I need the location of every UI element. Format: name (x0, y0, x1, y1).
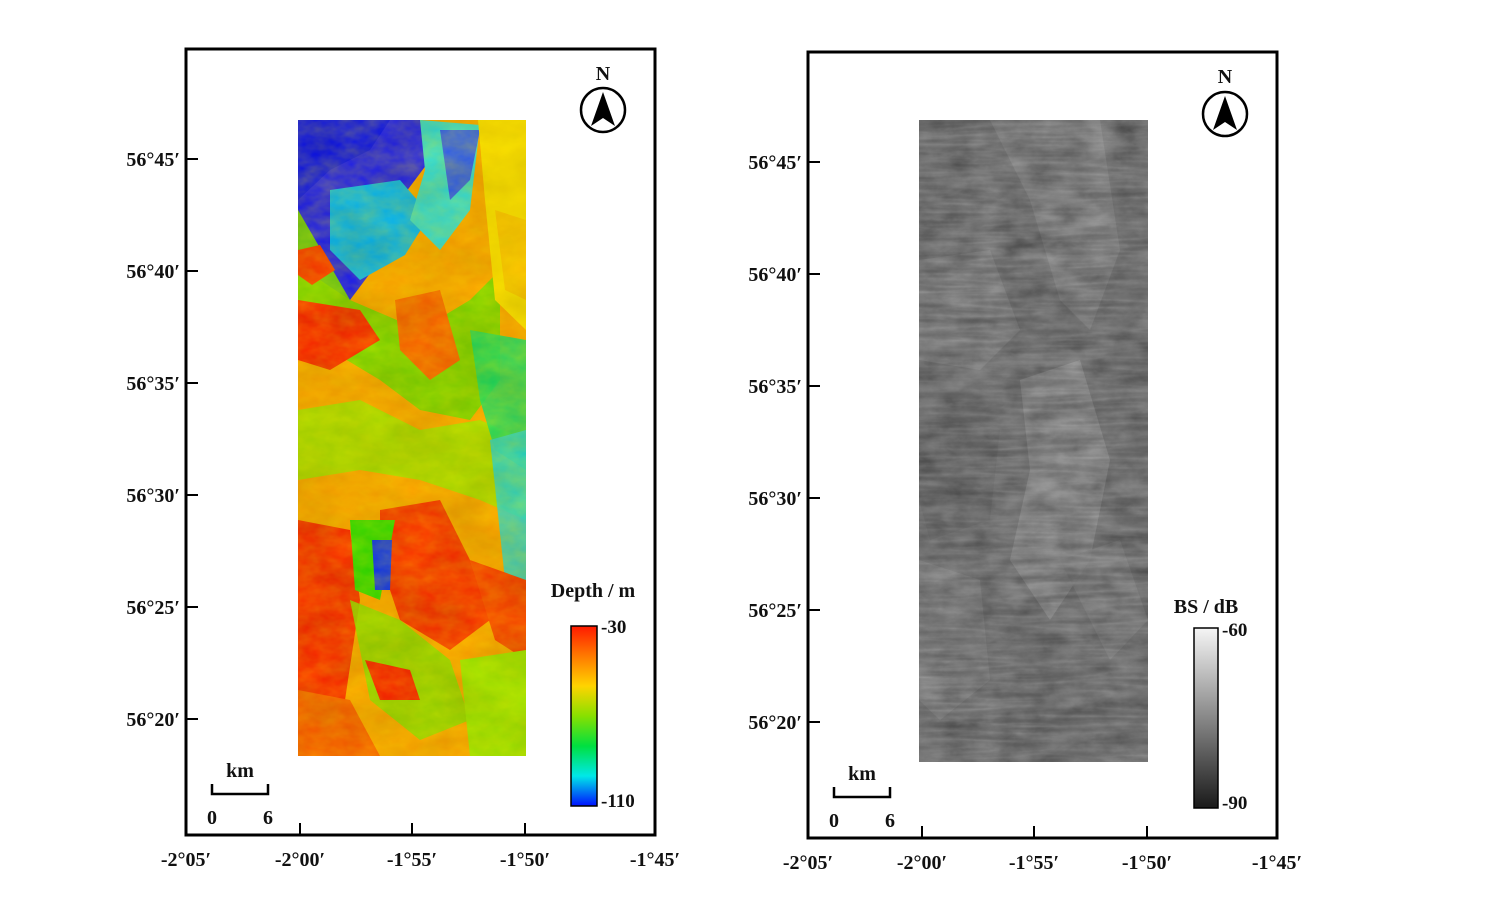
depth-colorbar: Depth / m -30 -110 (551, 580, 636, 812)
lat-tick-label: 56°25′ (748, 600, 802, 622)
north-label: N (1218, 66, 1233, 88)
north-arrow-icon: N (1201, 66, 1249, 138)
lat-tick-label: 56°30′ (126, 485, 180, 507)
lon-tick-label: -2°00′ (897, 852, 947, 874)
scale-end: 6 (263, 807, 273, 829)
scale-start: 0 (207, 807, 217, 829)
lat-tick-label: 56°40′ (748, 264, 802, 286)
backscatter-colorbar: BS / dB -60 -90 (1174, 596, 1248, 814)
bathymetry-raster (298, 120, 526, 756)
colorbar-max-label: -60 (1222, 620, 1247, 641)
scale-unit: km (226, 760, 254, 782)
scale-start: 0 (829, 810, 839, 832)
backscatter-map-panel: 56°45′ 56°40′ 56°35′ 56°30′ 56°25′ 56°20… (748, 50, 1302, 874)
bathymetry-map-panel: 56°45′ 56°40′ 56°35′ 56°30′ 56°25′ 56°20… (126, 47, 680, 871)
scale-bar: km 0 6 (829, 763, 895, 832)
colorbar-max-label: -30 (601, 617, 626, 638)
lat-tick-label: 56°20′ (126, 709, 180, 731)
lat-tick-label: 56°20′ (748, 712, 802, 734)
north-label: N (596, 63, 611, 85)
lon-axis-right (807, 826, 1278, 838)
scale-bar: km 0 6 (207, 760, 273, 829)
lat-tick-label: 56°30′ (748, 488, 802, 510)
lon-tick-label: -1°50′ (500, 849, 550, 871)
lon-tick-label: -1°50′ (1122, 852, 1172, 874)
lon-tick-label: -1°45′ (630, 849, 680, 871)
north-arrow-icon: N (579, 63, 627, 134)
lat-axis-left (186, 158, 198, 720)
lon-tick-label: -1°45′ (1252, 852, 1302, 874)
lat-tick-label: 56°25′ (126, 597, 180, 619)
lat-tick-label: 56°40′ (126, 261, 180, 283)
lat-tick-label: 56°35′ (748, 376, 802, 398)
lon-tick-label: -2°00′ (275, 849, 325, 871)
lon-tick-label: -1°55′ (1009, 852, 1059, 874)
colorbar-title: Depth / m (551, 580, 636, 602)
lon-tick-label: -2°05′ (783, 852, 833, 874)
lat-axis-right (808, 161, 820, 723)
lon-tick-label: -2°05′ (161, 849, 211, 871)
lon-axis-left (185, 823, 656, 835)
lat-tick-label: 56°45′ (126, 149, 180, 171)
backscatter-raster (919, 120, 1148, 762)
colorbar-min-label: -110 (601, 791, 635, 812)
lon-tick-label: -1°55′ (387, 849, 437, 871)
scale-unit: km (848, 763, 876, 785)
colorbar-title: BS / dB (1174, 596, 1238, 618)
lat-tick-label: 56°45′ (748, 152, 802, 174)
lat-tick-label: 56°35′ (126, 373, 180, 395)
colorbar-min-label: -90 (1222, 793, 1247, 814)
scale-end: 6 (885, 810, 895, 832)
